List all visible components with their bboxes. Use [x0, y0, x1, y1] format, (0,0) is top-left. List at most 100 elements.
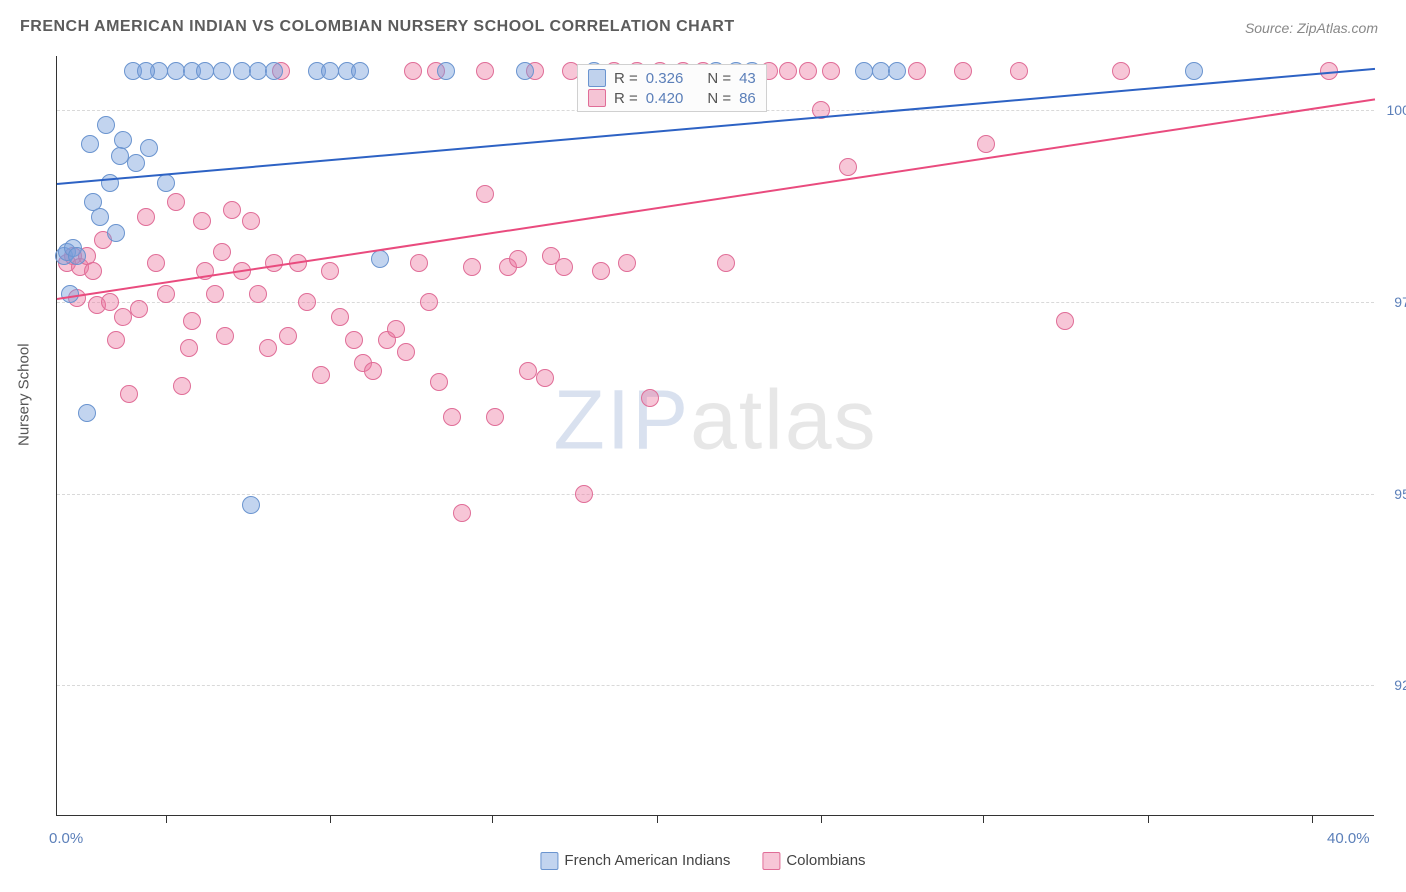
n-value-a: 43	[739, 70, 756, 87]
scatter-point-colombians	[173, 377, 191, 395]
scatter-point-colombians	[420, 293, 438, 311]
x-tick	[657, 815, 658, 823]
scatter-point-colombians	[908, 62, 926, 80]
scatter-point-colombians	[107, 331, 125, 349]
scatter-point-colombians	[397, 343, 415, 361]
r-label: R =	[614, 90, 638, 107]
scatter-point-colombians	[298, 293, 316, 311]
scatter-point-french-american-indians	[140, 139, 158, 157]
scatter-point-colombians	[443, 408, 461, 426]
scatter-point-colombians	[410, 254, 428, 272]
stats-swatch-b	[588, 89, 606, 107]
scatter-point-french-american-indians	[68, 247, 86, 265]
scatter-plot-area: ZIPatlas 92.5%95.0%97.5%100.0%0.0%40.0% …	[56, 56, 1374, 816]
scatter-point-colombians	[486, 408, 504, 426]
y-tick-label: 97.5%	[1394, 294, 1406, 310]
x-tick	[983, 815, 984, 823]
scatter-point-colombians	[519, 362, 537, 380]
watermark-zip: ZIP	[553, 373, 690, 467]
scatter-point-colombians	[206, 285, 224, 303]
scatter-point-colombians	[364, 362, 382, 380]
scatter-point-colombians	[1056, 312, 1074, 330]
scatter-point-french-american-indians	[351, 62, 369, 80]
legend-swatch-b	[762, 852, 780, 870]
stats-swatch-a	[588, 69, 606, 87]
scatter-point-french-american-indians	[371, 250, 389, 268]
stats-row-series-a: R = 0.326 N = 43	[588, 68, 756, 88]
scatter-point-french-american-indians	[157, 174, 175, 192]
y-tick-label: 100.0%	[1387, 102, 1406, 118]
scatter-point-french-american-indians	[127, 154, 145, 172]
scatter-point-french-american-indians	[242, 496, 260, 514]
scatter-point-colombians	[1010, 62, 1028, 80]
scatter-point-colombians	[242, 212, 260, 230]
scatter-point-colombians	[430, 373, 448, 391]
scatter-point-colombians	[536, 369, 554, 387]
x-tick	[1312, 815, 1313, 823]
scatter-point-colombians	[822, 62, 840, 80]
gridline	[57, 685, 1374, 686]
scatter-point-french-american-indians	[97, 116, 115, 134]
scatter-point-colombians	[114, 308, 132, 326]
source-attribution: Source: ZipAtlas.com	[1245, 20, 1378, 36]
scatter-point-colombians	[180, 339, 198, 357]
scatter-point-french-american-indians	[265, 62, 283, 80]
scatter-point-colombians	[345, 331, 363, 349]
n-value-b: 86	[739, 90, 756, 107]
watermark: ZIPatlas	[553, 372, 877, 469]
scatter-point-colombians	[259, 339, 277, 357]
scatter-point-colombians	[799, 62, 817, 80]
scatter-point-french-american-indians	[91, 208, 109, 226]
scatter-point-colombians	[101, 293, 119, 311]
scatter-point-colombians	[84, 262, 102, 280]
x-axis-label: 40.0%	[1327, 830, 1370, 847]
legend-label-b: Colombians	[786, 852, 865, 869]
legend-label-a: French American Indians	[564, 852, 730, 869]
scatter-point-colombians	[509, 250, 527, 268]
y-axis-title: Nursery School	[16, 343, 33, 446]
scatter-point-colombians	[249, 285, 267, 303]
scatter-point-colombians	[193, 212, 211, 230]
scatter-point-french-american-indians	[81, 135, 99, 153]
correlation-stats-box: R = 0.326 N = 43 R = 0.420 N = 86	[577, 64, 767, 112]
legend-item-b: Colombians	[762, 852, 865, 870]
scatter-point-french-american-indians	[516, 62, 534, 80]
scatter-point-french-american-indians	[872, 62, 890, 80]
n-label: N =	[707, 90, 731, 107]
scatter-point-colombians	[223, 201, 241, 219]
stats-row-series-b: R = 0.420 N = 86	[588, 88, 756, 108]
scatter-point-colombians	[453, 504, 471, 522]
scatter-point-colombians	[216, 327, 234, 345]
scatter-point-colombians	[137, 208, 155, 226]
scatter-point-colombians	[147, 254, 165, 272]
scatter-point-colombians	[157, 285, 175, 303]
scatter-point-french-american-indians	[855, 62, 873, 80]
scatter-point-french-american-indians	[888, 62, 906, 80]
r-label: R =	[614, 70, 638, 87]
x-tick	[330, 815, 331, 823]
scatter-point-colombians	[839, 158, 857, 176]
bottom-legend: French American Indians Colombians	[540, 852, 865, 870]
scatter-point-colombians	[954, 62, 972, 80]
x-tick	[1148, 815, 1149, 823]
scatter-point-colombians	[476, 62, 494, 80]
scatter-point-french-american-indians	[78, 404, 96, 422]
scatter-point-colombians	[279, 327, 297, 345]
scatter-point-colombians	[321, 262, 339, 280]
x-tick	[492, 815, 493, 823]
scatter-point-colombians	[120, 385, 138, 403]
scatter-point-colombians	[213, 243, 231, 261]
chart-title: FRENCH AMERICAN INDIAN VS COLOMBIAN NURS…	[20, 18, 735, 36]
scatter-point-colombians	[1112, 62, 1130, 80]
y-tick-label: 95.0%	[1394, 486, 1406, 502]
x-axis-label: 0.0%	[49, 830, 83, 847]
scatter-point-colombians	[575, 485, 593, 503]
scatter-point-colombians	[130, 300, 148, 318]
scatter-point-french-american-indians	[101, 174, 119, 192]
scatter-point-french-american-indians	[196, 62, 214, 80]
scatter-point-french-american-indians	[249, 62, 267, 80]
scatter-point-colombians	[183, 312, 201, 330]
legend-item-a: French American Indians	[540, 852, 730, 870]
r-value-b: 0.420	[646, 90, 684, 107]
scatter-point-colombians	[977, 135, 995, 153]
